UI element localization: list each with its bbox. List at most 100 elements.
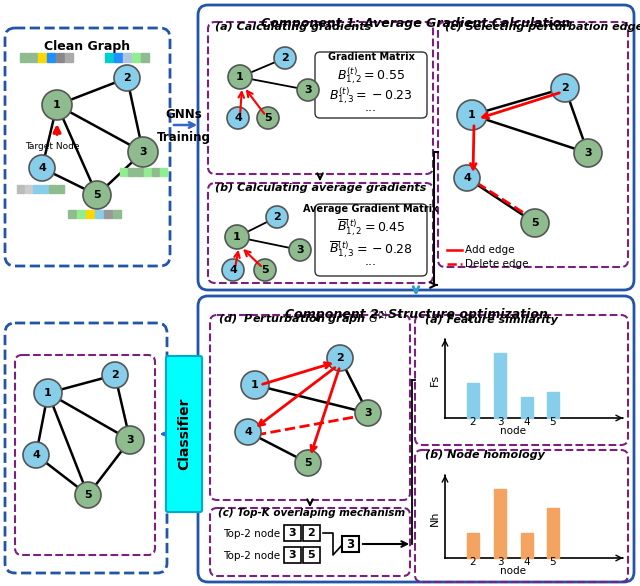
Text: 2: 2 bbox=[470, 417, 476, 427]
Bar bbox=[57, 185, 64, 193]
Bar bbox=[136, 168, 143, 176]
Text: Fs: Fs bbox=[430, 374, 440, 386]
Bar bbox=[494, 353, 506, 418]
Text: $\overline{B}_{1,2}^{(t)}=0.45$: $\overline{B}_{1,2}^{(t)}=0.45$ bbox=[337, 217, 405, 239]
Bar bbox=[86, 210, 94, 218]
Circle shape bbox=[454, 165, 480, 191]
Circle shape bbox=[289, 239, 311, 261]
Circle shape bbox=[225, 225, 249, 249]
Text: Classifier: Classifier bbox=[177, 398, 191, 470]
Text: 5: 5 bbox=[550, 417, 556, 427]
Text: Top-2 node: Top-2 node bbox=[223, 551, 280, 561]
Text: Nh: Nh bbox=[430, 510, 440, 526]
Text: $\overline{B}_{1,3}^{(t)}=-0.28$: $\overline{B}_{1,3}^{(t)}=-0.28$ bbox=[329, 239, 413, 260]
Text: (a) Feature similarity: (a) Feature similarity bbox=[425, 315, 558, 325]
Bar bbox=[47, 53, 55, 62]
Circle shape bbox=[228, 65, 252, 89]
Circle shape bbox=[83, 181, 111, 209]
Bar bbox=[33, 185, 40, 193]
Text: 2: 2 bbox=[273, 212, 281, 222]
Text: 3: 3 bbox=[139, 147, 147, 157]
Text: Average Gradient Matrix: Average Gradient Matrix bbox=[303, 204, 438, 214]
Bar bbox=[120, 168, 127, 176]
Bar bbox=[65, 53, 73, 62]
Text: 4: 4 bbox=[463, 173, 471, 183]
Bar bbox=[144, 168, 151, 176]
Text: 5: 5 bbox=[264, 113, 272, 123]
Text: 5: 5 bbox=[93, 190, 101, 200]
Circle shape bbox=[235, 419, 261, 445]
Text: 3: 3 bbox=[364, 408, 372, 418]
Circle shape bbox=[42, 90, 72, 120]
Circle shape bbox=[257, 107, 279, 129]
Text: (c) Selecting perturbation edge: (c) Selecting perturbation edge bbox=[445, 22, 640, 32]
Text: 2: 2 bbox=[281, 53, 289, 63]
Bar bbox=[104, 210, 112, 218]
Text: 1: 1 bbox=[468, 110, 476, 120]
Circle shape bbox=[34, 379, 62, 407]
Circle shape bbox=[551, 74, 579, 102]
Bar bbox=[49, 185, 56, 193]
Bar bbox=[105, 53, 113, 62]
FancyBboxPatch shape bbox=[284, 525, 301, 541]
Circle shape bbox=[274, 47, 296, 69]
Text: 3: 3 bbox=[288, 528, 296, 538]
Bar bbox=[141, 53, 149, 62]
Text: 3: 3 bbox=[304, 85, 312, 95]
Circle shape bbox=[521, 209, 549, 237]
Circle shape bbox=[75, 482, 101, 508]
Bar bbox=[17, 185, 24, 193]
Text: 3: 3 bbox=[584, 148, 592, 158]
Text: Component 1: Average Gradient Calculation: Component 1: Average Gradient Calculatio… bbox=[261, 17, 571, 30]
Bar bbox=[38, 53, 46, 62]
Text: 4: 4 bbox=[32, 450, 40, 460]
Circle shape bbox=[266, 206, 288, 228]
Text: (b) Node homology: (b) Node homology bbox=[425, 450, 545, 460]
Text: 5: 5 bbox=[531, 218, 539, 228]
Text: node: node bbox=[500, 426, 526, 436]
Circle shape bbox=[102, 362, 128, 388]
Bar bbox=[77, 210, 85, 218]
Text: 4: 4 bbox=[38, 163, 46, 173]
Text: 1: 1 bbox=[251, 380, 259, 390]
FancyBboxPatch shape bbox=[342, 536, 359, 552]
Bar bbox=[521, 397, 533, 418]
Text: $B_{1,3}^{(t)}=-0.23$: $B_{1,3}^{(t)}=-0.23$ bbox=[330, 86, 413, 107]
Text: $B_{1,2}^{(t)}=0.55$: $B_{1,2}^{(t)}=0.55$ bbox=[337, 66, 405, 87]
Circle shape bbox=[114, 65, 140, 91]
Bar bbox=[547, 508, 559, 558]
FancyBboxPatch shape bbox=[303, 547, 320, 563]
Bar bbox=[160, 168, 167, 176]
Circle shape bbox=[297, 79, 319, 101]
Bar bbox=[41, 185, 48, 193]
Bar bbox=[123, 53, 131, 62]
Bar bbox=[152, 168, 159, 176]
Bar bbox=[95, 210, 103, 218]
Text: 2: 2 bbox=[561, 83, 569, 93]
Text: 5: 5 bbox=[84, 490, 92, 500]
Text: Component 2: Structure optimization: Component 2: Structure optimization bbox=[285, 308, 547, 321]
Text: 5: 5 bbox=[550, 557, 556, 567]
Text: 2: 2 bbox=[123, 73, 131, 83]
FancyBboxPatch shape bbox=[303, 525, 320, 541]
Text: 2: 2 bbox=[307, 528, 315, 538]
Text: Delete edge: Delete edge bbox=[465, 259, 529, 269]
Text: Add edge: Add edge bbox=[465, 245, 515, 255]
Bar bbox=[56, 53, 64, 62]
Text: 1: 1 bbox=[44, 388, 52, 398]
Circle shape bbox=[574, 139, 602, 167]
Text: 4: 4 bbox=[244, 427, 252, 437]
Text: 3: 3 bbox=[126, 435, 134, 445]
Circle shape bbox=[222, 259, 244, 281]
Text: 3: 3 bbox=[296, 245, 304, 255]
Circle shape bbox=[116, 426, 144, 454]
Text: GNNs: GNNs bbox=[166, 108, 202, 121]
Text: 3: 3 bbox=[497, 417, 503, 427]
Bar bbox=[547, 392, 559, 418]
Bar bbox=[132, 53, 140, 62]
Bar bbox=[467, 383, 479, 418]
Text: 4: 4 bbox=[524, 557, 531, 567]
Text: (b) Calculating average gradients: (b) Calculating average gradients bbox=[215, 183, 426, 193]
Text: (d)  Perturbation graph $\widetilde{G}^{(t)}$: (d) Perturbation graph $\widetilde{G}^{(… bbox=[218, 310, 388, 327]
Text: 4: 4 bbox=[524, 417, 531, 427]
